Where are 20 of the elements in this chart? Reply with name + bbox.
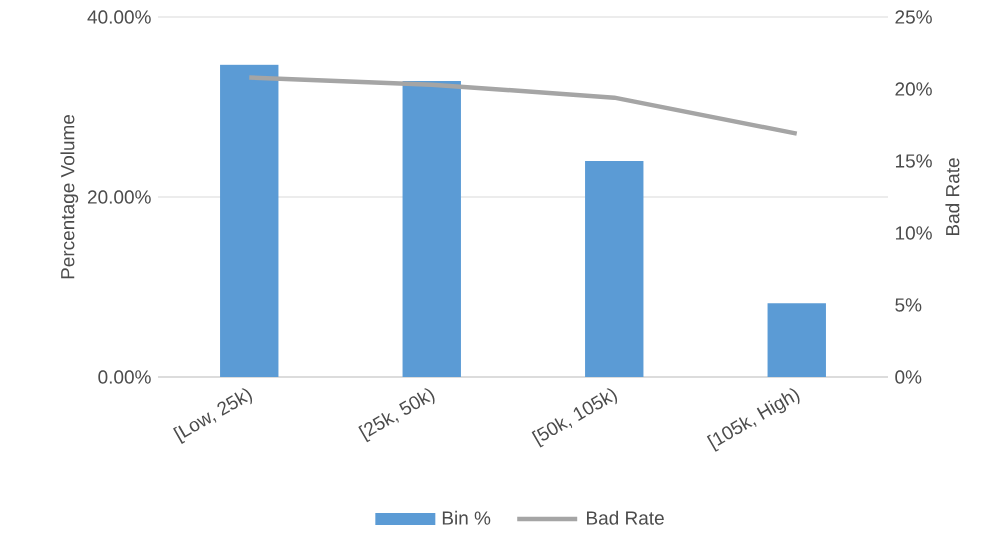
y2-tick-label: 5%: [895, 298, 922, 312]
y2-tick-label: 10%: [895, 226, 932, 240]
y-tick-label: 20.00%: [87, 190, 151, 204]
y2-axis-title: Bad Rate: [945, 158, 960, 236]
legend-label: Bin %: [442, 510, 491, 525]
y-axis-title: Percentage Volume: [60, 114, 79, 279]
bar: [585, 161, 644, 377]
y2-tick-label: 25%: [895, 10, 932, 24]
legend-label: Bad Rate: [587, 510, 664, 525]
line-series: [247, 75, 800, 136]
bar: [220, 64, 279, 377]
x-tick-label: [Low, 25k): [173, 388, 253, 444]
x-tick-label: [25k, 50k): [358, 388, 435, 443]
y-tick-label: 0.00%: [98, 370, 151, 384]
y-tick-label: 40.00%: [87, 10, 151, 24]
bar: [767, 303, 826, 377]
y2-tick-label: 15%: [895, 154, 932, 168]
y2-tick-label: 20%: [895, 82, 932, 96]
y2-tick-label: 0%: [895, 370, 922, 384]
bar: [402, 80, 461, 377]
